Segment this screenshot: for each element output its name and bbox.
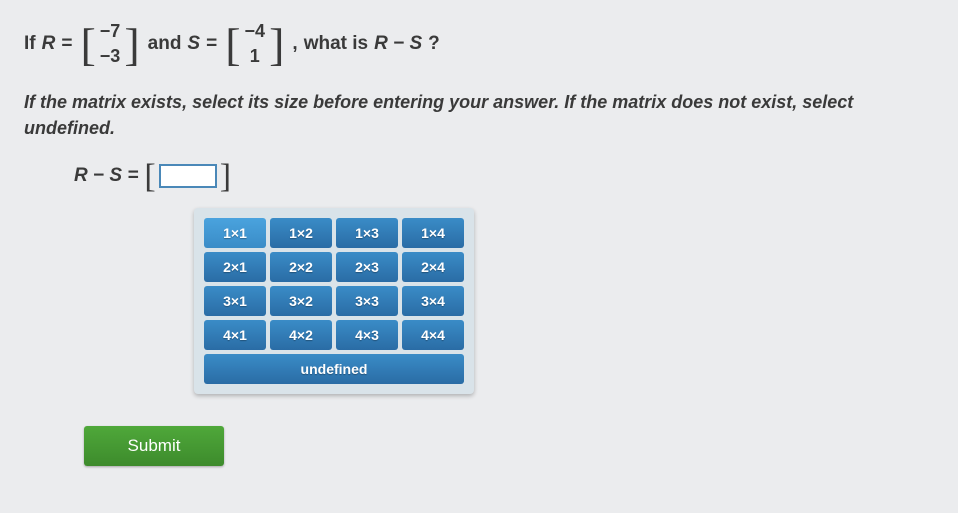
size-btn-3x3[interactable]: 3×3 xyxy=(336,286,398,316)
size-btn-4x3[interactable]: 4×3 xyxy=(336,320,398,350)
answer-box: [ ] xyxy=(144,163,231,190)
bracket-right-icon: ] xyxy=(124,25,139,64)
and-text: and xyxy=(148,33,182,55)
matrix-cell: 1 xyxy=(245,44,266,69)
size-btn-2x1[interactable]: 2×1 xyxy=(204,252,266,282)
size-btn-3x1[interactable]: 3×1 xyxy=(204,286,266,316)
answer-label: R − S = xyxy=(74,165,138,187)
submit-button[interactable]: Submit xyxy=(84,426,224,466)
qmark-text: ? xyxy=(428,33,440,55)
undefined-button[interactable]: undefined xyxy=(204,354,464,384)
size-btn-2x2[interactable]: 2×2 xyxy=(270,252,332,282)
bracket-left-icon: [ xyxy=(225,25,240,64)
size-btn-4x2[interactable]: 4×2 xyxy=(270,320,332,350)
size-btn-1x1[interactable]: 1×1 xyxy=(204,218,266,248)
size-btn-4x1[interactable]: 4×1 xyxy=(204,320,266,350)
var-s: S xyxy=(187,33,200,55)
size-btn-3x4[interactable]: 3×4 xyxy=(402,286,464,316)
matrix-s: [ −4 1 ] xyxy=(225,18,284,70)
bracket-left-icon: [ xyxy=(80,25,95,64)
size-btn-4x4[interactable]: 4×4 xyxy=(402,320,464,350)
size-btn-1x4[interactable]: 1×4 xyxy=(402,218,464,248)
answer-line: R − S = [ ] xyxy=(74,163,934,190)
bracket-right-icon: ] xyxy=(220,163,231,190)
if-text: If xyxy=(24,33,36,55)
equals-2: = xyxy=(206,33,217,55)
size-btn-2x3[interactable]: 2×3 xyxy=(336,252,398,282)
size-btn-1x3[interactable]: 1×3 xyxy=(336,218,398,248)
instruction-text: If the matrix exists, select its size be… xyxy=(24,90,934,140)
answer-input[interactable] xyxy=(159,164,217,188)
comma-text: , xyxy=(292,33,297,55)
equals-1: = xyxy=(61,33,72,55)
size-btn-1x2[interactable]: 1×2 xyxy=(270,218,332,248)
var-r: R xyxy=(42,33,56,55)
question-line: If R = [ −7 −3 ] and S = [ −4 1 ] , what… xyxy=(24,18,934,70)
size-selector: 1×1 1×2 1×3 1×4 2×1 2×2 2×3 2×4 3×1 3×2 … xyxy=(194,208,474,394)
what-text: what is xyxy=(304,33,368,55)
matrix-cell: −7 xyxy=(100,19,121,44)
size-btn-2x4[interactable]: 2×4 xyxy=(402,252,464,282)
bracket-right-icon: ] xyxy=(269,25,284,64)
matrix-cell: −3 xyxy=(100,44,121,69)
matrix-cell: −4 xyxy=(245,19,266,44)
size-btn-3x2[interactable]: 3×2 xyxy=(270,286,332,316)
expr-text: R − S xyxy=(374,33,422,55)
bracket-left-icon: [ xyxy=(144,163,155,190)
matrix-r: [ −7 −3 ] xyxy=(80,18,139,70)
